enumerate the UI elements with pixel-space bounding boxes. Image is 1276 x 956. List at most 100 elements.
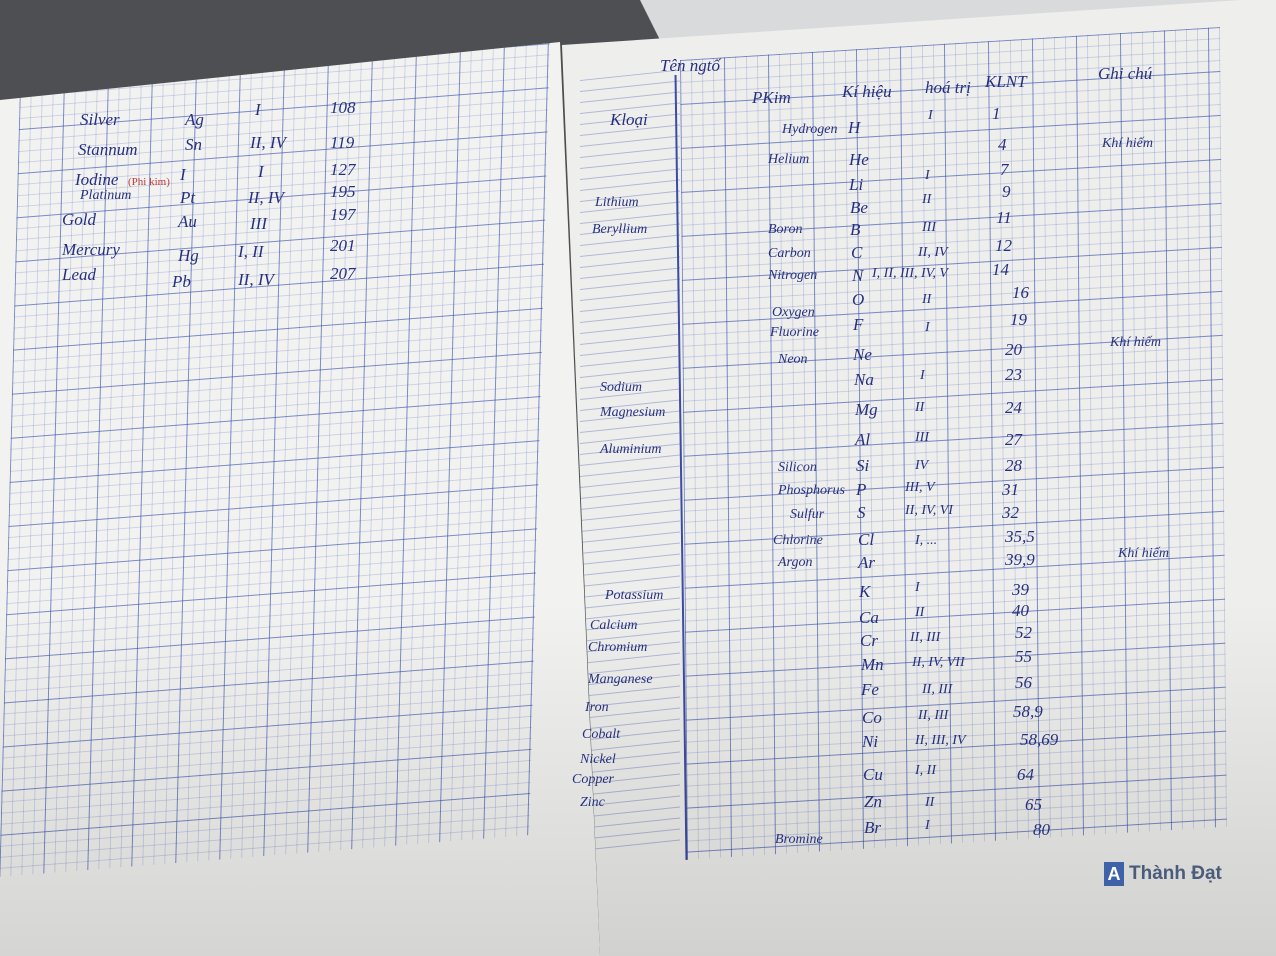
atomic-mass: 9	[1002, 182, 1011, 201]
element-valence: II, IV	[248, 188, 284, 207]
atomic-mass: 55	[1015, 647, 1032, 666]
element-valence: II, IV	[238, 270, 274, 289]
element-symbol: Ni	[862, 732, 879, 751]
metal-name: Copper	[572, 772, 614, 787]
atomic-mass: 32	[1002, 503, 1019, 522]
element-valence: I	[925, 320, 930, 335]
metal-name: Calcium	[590, 618, 638, 633]
atomic-mass: 14	[992, 260, 1009, 279]
atomic-mass: 40	[1012, 601, 1029, 620]
element-valence: I, II	[238, 242, 264, 261]
nonmetal-name: Bromine	[775, 832, 823, 847]
atomic-mass: 31	[1002, 480, 1019, 499]
atomic-mass: 1	[992, 104, 1001, 123]
atomic-mass: 52	[1015, 623, 1032, 642]
element-valence: I	[255, 100, 261, 119]
element-valence: I	[925, 818, 930, 833]
column-header-symbol: Kí hiệu	[842, 82, 892, 101]
metal-name: Beryllium	[592, 222, 648, 237]
element-symbol: Fe	[861, 680, 879, 699]
nonmetal-name: Chlorine	[773, 533, 823, 548]
atomic-mass: 27	[1005, 430, 1022, 449]
atomic-mass: 65	[1025, 795, 1042, 814]
nonmetal-name: Fluorine	[770, 325, 819, 340]
nonmetal-name: Boron	[768, 222, 803, 237]
atomic-mass: 56	[1015, 673, 1032, 692]
note-noble-gas: Khí hiếm	[1110, 335, 1161, 350]
element-symbol: Hg	[178, 246, 199, 265]
element-symbol: Cr	[860, 631, 878, 650]
nonmetal-name: Carbon	[768, 246, 811, 261]
element-symbol: Co	[862, 708, 882, 727]
atomic-mass: 39,9	[1005, 550, 1035, 569]
element-valence: IV	[915, 458, 929, 473]
atomic-mass: 28	[1005, 456, 1022, 475]
element-symbol: O	[852, 290, 865, 309]
atomic-mass: 24	[1005, 398, 1022, 417]
element-valence: II, III	[922, 682, 953, 697]
element-symbol: Si	[856, 456, 870, 475]
atomic-mass: 35,5	[1005, 527, 1035, 546]
element-symbol: H	[848, 118, 861, 137]
element-symbol: N	[852, 266, 864, 285]
atomic-mass: 197	[330, 205, 356, 224]
nonmetal-name: Neon	[778, 352, 808, 367]
atomic-mass: 64	[1017, 765, 1034, 784]
nonmetal-name: Oxygen	[772, 305, 815, 320]
column-header-metal: Kloại	[610, 110, 648, 129]
element-valence: I	[928, 108, 933, 123]
atomic-mass: 127	[330, 160, 356, 179]
column-header-notes: Ghi chú	[1098, 64, 1153, 83]
element-valence: I	[925, 168, 930, 183]
atomic-mass: 4	[998, 135, 1007, 154]
atomic-mass: 119	[330, 133, 355, 152]
nonmetal-name: Sulfur	[790, 507, 825, 522]
atomic-mass: 11	[996, 208, 1012, 227]
element-symbol: Al	[855, 430, 871, 449]
atomic-mass: 58,9	[1013, 702, 1043, 721]
atomic-mass: 195	[330, 182, 356, 201]
element-symbol: Ca	[859, 608, 879, 627]
element-valence: I	[915, 580, 920, 595]
element-symbol: Br	[864, 818, 881, 837]
element-valence: I, ...	[915, 533, 938, 548]
element-valence: II, IV, VII	[912, 655, 965, 670]
element-symbol: Cu	[863, 765, 883, 784]
element-symbol: Pb	[172, 272, 191, 291]
element-valence: II, IV	[250, 133, 286, 152]
column-header-valence: hoá trị	[925, 78, 971, 97]
element-valence: I, II, III, IV, V	[872, 266, 948, 281]
metal-name: Aluminium	[600, 442, 662, 457]
element-name: Gold	[62, 210, 96, 229]
atomic-mass: 108	[330, 98, 356, 117]
element-name: Iodine	[75, 170, 119, 189]
nonmetal-name: Hydrogen	[782, 122, 838, 137]
element-valence: I	[920, 368, 925, 383]
metal-name: Zinc	[580, 795, 605, 810]
metal-name: Cobalt	[582, 727, 621, 742]
element-valence: II	[925, 795, 935, 810]
element-valence: III, V	[905, 480, 935, 495]
element-valence: II, IV	[918, 245, 948, 260]
atomic-mass: 201	[330, 236, 356, 255]
metal-name: Nickel	[580, 752, 616, 767]
element-valence: II	[915, 400, 925, 415]
metal-name: Chromium	[588, 640, 648, 655]
metal-name: Sodium	[600, 380, 642, 395]
element-symbol: Cl	[858, 530, 875, 549]
nonmetal-name: Silicon	[778, 460, 817, 475]
nonmetal-note: (Phi kim)	[128, 176, 170, 188]
element-symbol: S	[857, 503, 866, 522]
metal-name: Magnesium	[600, 405, 666, 420]
left-notebook-page	[0, 42, 600, 956]
element-symbol: P	[856, 480, 867, 499]
element-symbol: B	[850, 220, 861, 239]
column-header-nonmetal: PKim	[752, 88, 791, 107]
metal-name: Lithium	[595, 195, 639, 210]
element-symbol: Li	[849, 175, 864, 194]
element-name: Stannum	[78, 140, 138, 159]
atomic-mass: 207	[330, 264, 356, 283]
element-symbol: Mn	[861, 655, 884, 674]
element-name: Lead	[62, 265, 96, 284]
element-valence: II	[922, 192, 932, 207]
